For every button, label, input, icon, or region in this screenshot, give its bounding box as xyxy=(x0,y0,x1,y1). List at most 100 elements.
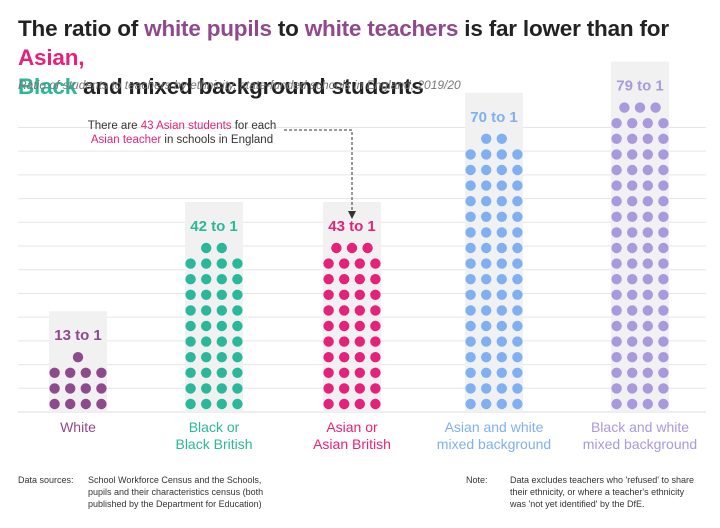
value-label: 43 to 1 xyxy=(328,218,376,235)
student-dot xyxy=(65,398,76,410)
student-dot xyxy=(354,352,365,363)
student-dot xyxy=(216,274,227,285)
student-dot xyxy=(627,149,638,160)
student-dot xyxy=(496,336,507,347)
student-dot xyxy=(634,102,646,113)
student-dot xyxy=(354,398,365,410)
student-dot xyxy=(627,274,638,285)
student-dot xyxy=(658,180,669,191)
student-dot xyxy=(49,367,60,378)
student-dot xyxy=(611,352,622,363)
student-dot xyxy=(339,398,350,410)
student-dot xyxy=(611,164,622,176)
student-dot xyxy=(642,289,653,300)
student-dot xyxy=(512,149,523,160)
student-dot xyxy=(611,336,622,347)
student-dot xyxy=(323,289,334,300)
student-dot xyxy=(481,305,492,316)
student-dot xyxy=(512,180,523,191)
student-dot xyxy=(512,274,523,285)
student-dot xyxy=(496,320,507,332)
student-dot xyxy=(216,336,227,347)
student-dot xyxy=(201,289,212,300)
student-dot xyxy=(627,118,638,129)
category-label: Asian and white xyxy=(445,419,544,435)
student-dot xyxy=(339,305,350,316)
student-dot xyxy=(216,352,227,363)
student-dot xyxy=(658,242,669,254)
student-dot xyxy=(658,320,669,332)
value-label: 42 to 1 xyxy=(190,218,238,235)
student-dot xyxy=(354,320,365,332)
student-dot xyxy=(370,320,381,332)
student-dot xyxy=(339,258,350,269)
student-dot xyxy=(650,102,661,113)
student-dot xyxy=(465,164,476,176)
student-dot xyxy=(496,242,507,254)
chart-title: The ratio of white pupils to white teach… xyxy=(18,14,708,101)
student-dot xyxy=(465,180,476,191)
student-dot xyxy=(96,398,107,410)
student-dot xyxy=(185,305,196,316)
student-dot xyxy=(354,305,365,316)
student-dot xyxy=(481,336,492,347)
title-asian: Asian, xyxy=(18,45,85,70)
student-dot xyxy=(611,258,622,269)
student-dot xyxy=(481,289,492,300)
student-dot xyxy=(611,211,622,222)
student-dot xyxy=(481,320,492,332)
student-dot xyxy=(339,383,350,394)
student-dot xyxy=(465,211,476,222)
student-dot xyxy=(370,289,381,300)
student-dot xyxy=(370,258,381,269)
student-dot xyxy=(496,367,507,378)
title-black: Black xyxy=(18,74,78,99)
student-dot xyxy=(232,367,243,378)
student-dot xyxy=(611,227,622,238)
student-dot xyxy=(642,398,653,410)
student-dot xyxy=(627,227,638,238)
student-dot xyxy=(512,164,523,176)
student-dot xyxy=(80,398,92,410)
student-dot xyxy=(611,133,622,144)
sources-line-3: published by the Department for Educatio… xyxy=(88,499,262,509)
student-dot xyxy=(496,274,507,285)
student-dot xyxy=(339,367,350,378)
student-dot xyxy=(627,320,638,332)
student-dot xyxy=(611,398,622,410)
student-dot xyxy=(185,289,196,300)
student-dot xyxy=(627,258,638,269)
student-dot xyxy=(201,383,212,394)
student-dot xyxy=(512,320,523,332)
student-dot xyxy=(496,398,507,410)
student-dot xyxy=(465,258,476,269)
student-dot xyxy=(512,305,523,316)
student-dot xyxy=(65,367,76,378)
annotation-post: for each xyxy=(232,120,277,132)
annotation-pre: There are xyxy=(88,120,141,132)
student-dot xyxy=(481,398,492,410)
student-dot xyxy=(642,149,653,160)
student-dot xyxy=(185,274,196,285)
student-dot xyxy=(512,258,523,269)
student-dot xyxy=(658,336,669,347)
student-dot xyxy=(185,258,196,269)
student-dot xyxy=(496,227,507,238)
student-dot xyxy=(201,305,212,316)
student-dot xyxy=(481,383,492,394)
student-dot xyxy=(96,383,107,394)
student-dot xyxy=(658,274,669,285)
student-dot xyxy=(512,289,523,300)
student-dot xyxy=(496,352,507,363)
student-dot xyxy=(465,352,476,363)
student-dot xyxy=(465,227,476,238)
student-dot xyxy=(481,164,492,176)
note-line-3: was 'not yet identified' by the DfE. xyxy=(510,499,645,509)
student-dot xyxy=(481,352,492,363)
student-dot xyxy=(642,367,653,378)
category-label: Black and white xyxy=(591,419,689,435)
title-white-pupils: white pupils xyxy=(144,16,272,41)
student-dot xyxy=(370,352,381,363)
student-dot xyxy=(323,352,334,363)
